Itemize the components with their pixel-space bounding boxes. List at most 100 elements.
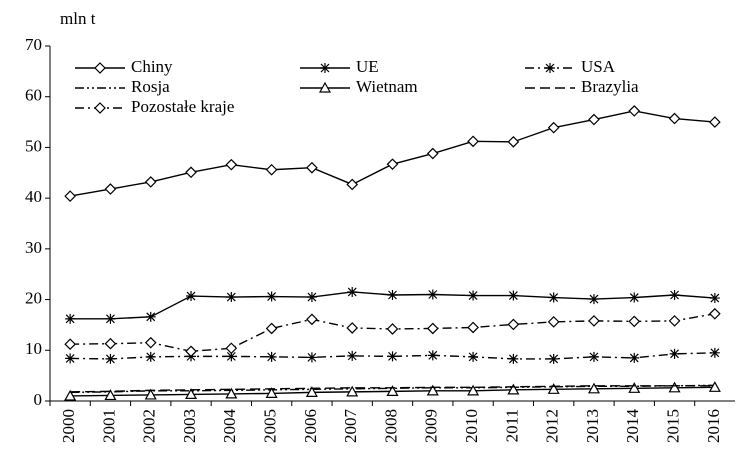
x-tick-label: 2003 bbox=[180, 409, 199, 443]
x-tick-label: 2006 bbox=[301, 409, 320, 443]
marker bbox=[64, 389, 77, 401]
y-tick-label: 60 bbox=[25, 86, 42, 105]
marker bbox=[144, 176, 157, 188]
marker bbox=[709, 116, 721, 128]
marker bbox=[64, 338, 76, 351]
marker bbox=[145, 311, 156, 322]
marker bbox=[628, 315, 641, 328]
y-tick-label: 50 bbox=[25, 136, 42, 155]
marker bbox=[587, 382, 600, 394]
marker bbox=[709, 293, 720, 304]
marker bbox=[588, 351, 599, 362]
marker bbox=[105, 353, 116, 364]
y-tick-label: 40 bbox=[25, 187, 42, 206]
marker bbox=[386, 385, 399, 396]
marker bbox=[346, 385, 359, 397]
marker bbox=[669, 290, 680, 301]
marker bbox=[225, 158, 238, 171]
legend-label: Rosja bbox=[131, 77, 170, 96]
series-line bbox=[70, 385, 715, 393]
marker bbox=[186, 291, 197, 302]
x-tick-label: 2005 bbox=[261, 409, 280, 443]
series-line bbox=[70, 352, 715, 360]
marker bbox=[387, 290, 398, 301]
marker bbox=[629, 292, 640, 303]
series-line bbox=[70, 110, 715, 197]
marker bbox=[104, 337, 117, 350]
marker bbox=[426, 322, 439, 335]
x-tick-label: 2013 bbox=[583, 409, 602, 443]
legend-label: Brazylia bbox=[581, 77, 639, 96]
x-tick-label: 2002 bbox=[140, 409, 159, 443]
legend-label: UE bbox=[356, 57, 379, 76]
marker bbox=[346, 178, 359, 191]
marker bbox=[306, 161, 318, 174]
marker bbox=[185, 388, 198, 400]
marker bbox=[226, 351, 237, 362]
x-tick-label: 2008 bbox=[381, 409, 400, 443]
marker bbox=[708, 381, 721, 392]
x-tick-label: 2014 bbox=[623, 409, 642, 444]
marker bbox=[265, 163, 278, 176]
marker bbox=[266, 291, 277, 302]
x-tick-label: 2016 bbox=[704, 409, 723, 443]
marker bbox=[386, 158, 399, 171]
marker bbox=[545, 63, 555, 73]
x-tick-label: 2001 bbox=[99, 409, 118, 443]
marker bbox=[628, 382, 641, 393]
marker bbox=[709, 347, 720, 358]
marker bbox=[144, 388, 157, 400]
legend-label: Chiny bbox=[131, 57, 173, 76]
y-axis-label: mln t bbox=[60, 9, 96, 28]
marker bbox=[145, 351, 156, 362]
x-tick-label: 2009 bbox=[422, 409, 441, 443]
marker bbox=[320, 63, 330, 73]
x-tick-label: 2012 bbox=[543, 409, 562, 443]
marker bbox=[226, 292, 237, 303]
marker bbox=[467, 321, 479, 334]
y-tick-label: 10 bbox=[25, 339, 42, 358]
marker bbox=[104, 183, 117, 195]
marker bbox=[346, 322, 359, 334]
marker bbox=[347, 350, 358, 361]
marker bbox=[185, 345, 197, 358]
marker bbox=[225, 342, 238, 355]
marker bbox=[105, 313, 116, 324]
marker bbox=[94, 62, 106, 74]
legend-label: Wietnam bbox=[356, 77, 418, 96]
y-tick-label: 20 bbox=[25, 288, 42, 307]
x-tick-label: 2011 bbox=[502, 409, 521, 442]
x-tick-label: 2015 bbox=[663, 409, 682, 443]
marker bbox=[65, 353, 76, 364]
marker bbox=[426, 147, 439, 160]
marker bbox=[266, 351, 277, 362]
marker bbox=[547, 383, 560, 394]
marker bbox=[468, 351, 479, 362]
marker bbox=[347, 286, 358, 297]
x-tick-label: 2000 bbox=[59, 409, 78, 443]
marker bbox=[467, 384, 480, 396]
x-tick-label: 2010 bbox=[462, 409, 481, 443]
y-tick-label: 0 bbox=[34, 390, 43, 409]
x-tick-label: 2004 bbox=[220, 409, 239, 444]
marker bbox=[225, 387, 238, 399]
marker bbox=[426, 384, 439, 396]
marker bbox=[94, 102, 106, 114]
marker bbox=[386, 323, 399, 335]
legend-label: Pozostałe kraje bbox=[131, 97, 234, 116]
marker bbox=[306, 292, 317, 303]
marker bbox=[588, 113, 600, 126]
marker bbox=[547, 316, 560, 328]
marker bbox=[668, 381, 681, 393]
marker bbox=[508, 290, 519, 301]
marker bbox=[628, 105, 641, 117]
marker bbox=[548, 292, 559, 303]
legend-label: USA bbox=[581, 57, 616, 76]
y-tick-label: 30 bbox=[25, 238, 42, 257]
marker bbox=[507, 383, 520, 395]
marker bbox=[427, 289, 438, 300]
marker bbox=[318, 81, 332, 93]
marker bbox=[467, 135, 479, 148]
marker bbox=[387, 351, 398, 362]
